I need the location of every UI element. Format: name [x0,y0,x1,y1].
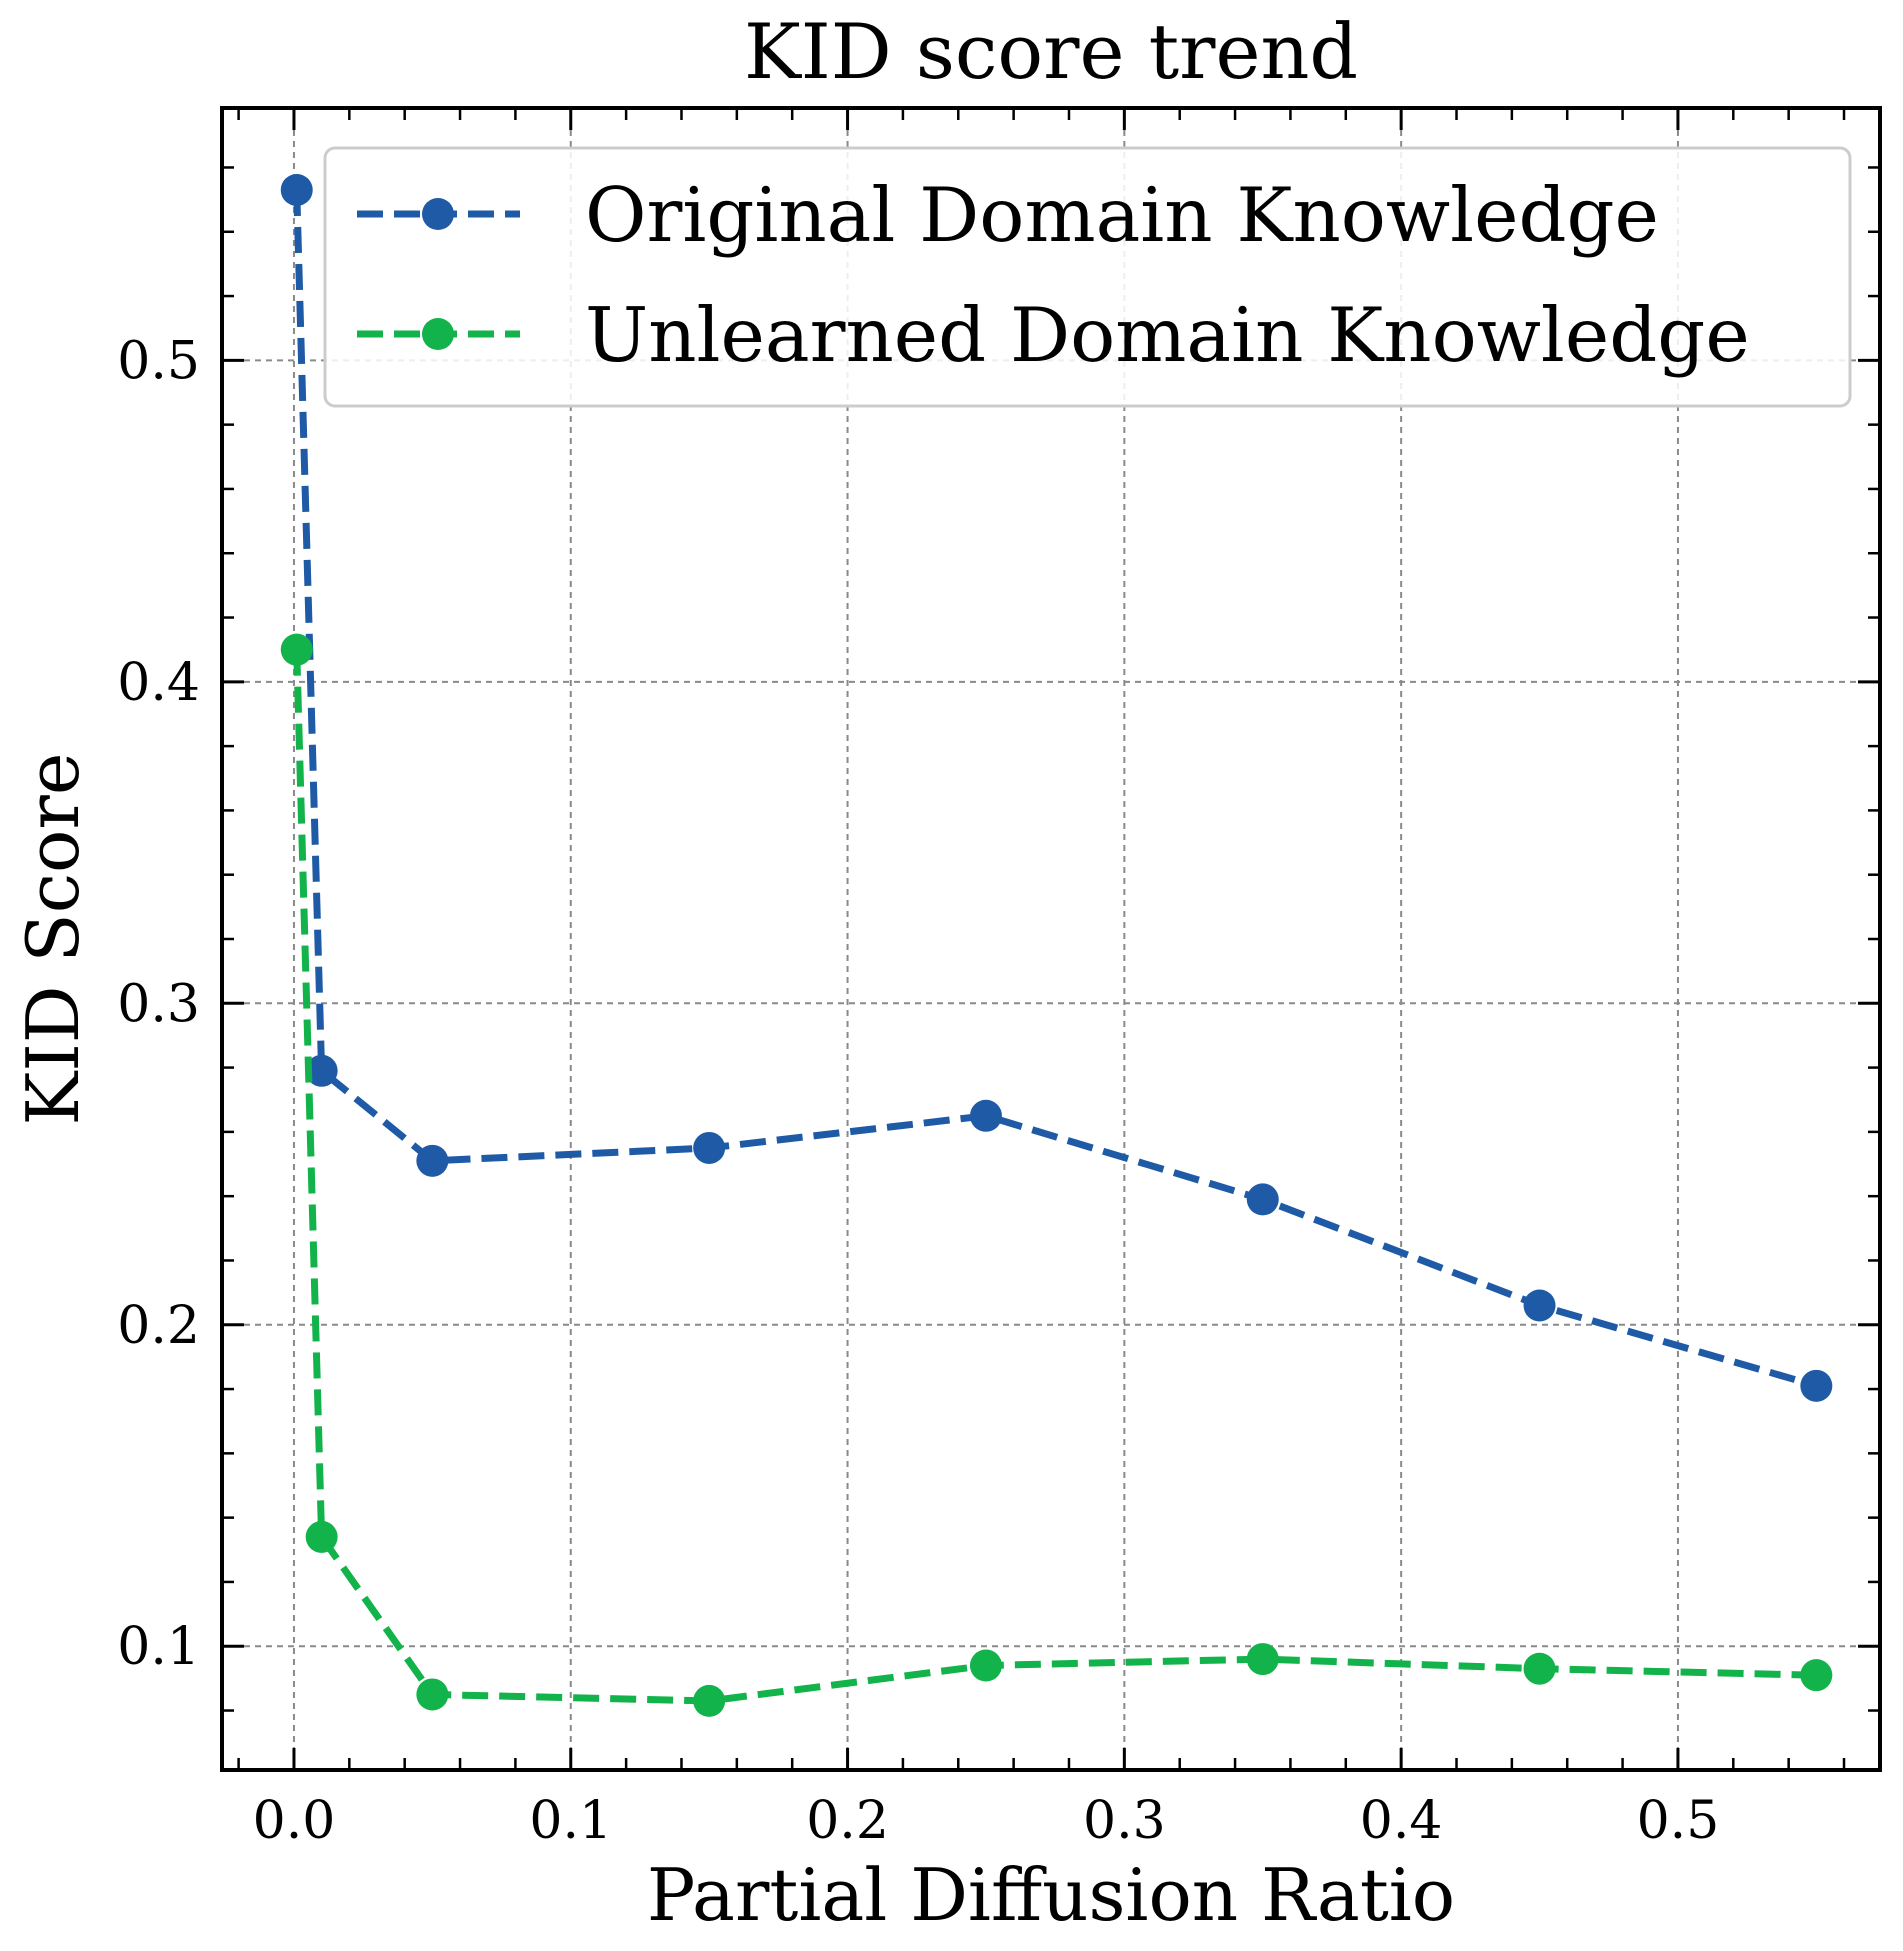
series-line [293,649,1817,1705]
x-tick-label: 0.5 [1637,1791,1720,1851]
series-original-domain-knowledge [280,173,1833,1402]
data-point [1246,1643,1279,1676]
x-tick-label: 0.2 [806,1791,889,1851]
data-point [969,1099,1002,1132]
legend-swatch-marker [422,198,454,230]
legend-item: Unlearned Domain Knowledge [357,291,1750,379]
data-point [280,633,313,666]
y-tick-label: 0.2 [117,1296,200,1356]
data-point [693,1131,726,1164]
ticks [222,108,1880,1770]
series-line [293,189,1818,1390]
x-tick-label: 0.4 [1360,1791,1443,1851]
data-point [305,1520,338,1553]
data-point [280,173,313,206]
tick-labels: 0.0 0.1 0.2 0.3 0.4 0.5 0.1 0.2 0.3 0.4 0.5 [117,331,1719,1851]
data-point [1523,1289,1556,1322]
legend-swatch-marker [422,318,454,350]
legend-item: Original Domain Knowledge [357,171,1659,259]
legend-label: Original Domain Knowledge [585,171,1659,259]
data-point [305,1054,338,1087]
chart-title: KID score trend [744,7,1358,96]
data-point [1523,1652,1556,1685]
x-tick-label: 0.1 [529,1791,612,1851]
x-tick-label: 0.0 [253,1791,336,1851]
data-point [1800,1659,1833,1692]
series-unlearned-domain-knowledge [280,633,1833,1717]
data-point [693,1684,726,1717]
data-point [416,1678,449,1711]
x-tick-label: 0.3 [1083,1791,1166,1851]
data-point [1246,1183,1279,1216]
legend-label: Unlearned Domain Knowledge [585,291,1750,379]
y-tick-label: 0.4 [117,653,200,713]
series-layer [280,173,1833,1717]
data-point [969,1649,1002,1682]
legend: Original Domain Knowledge Unlearned Domai… [323,146,1852,408]
y-tick-label: 0.3 [117,974,200,1034]
y-tick-label: 0.1 [117,1617,200,1677]
legend-box [323,146,1852,408]
data-point [1800,1369,1833,1402]
y-tick-label: 0.5 [117,331,200,391]
data-point [416,1144,449,1177]
y-axis-label: KID Score [11,753,95,1126]
x-axis-label: Partial Diffusion Ratio [647,1853,1455,1937]
